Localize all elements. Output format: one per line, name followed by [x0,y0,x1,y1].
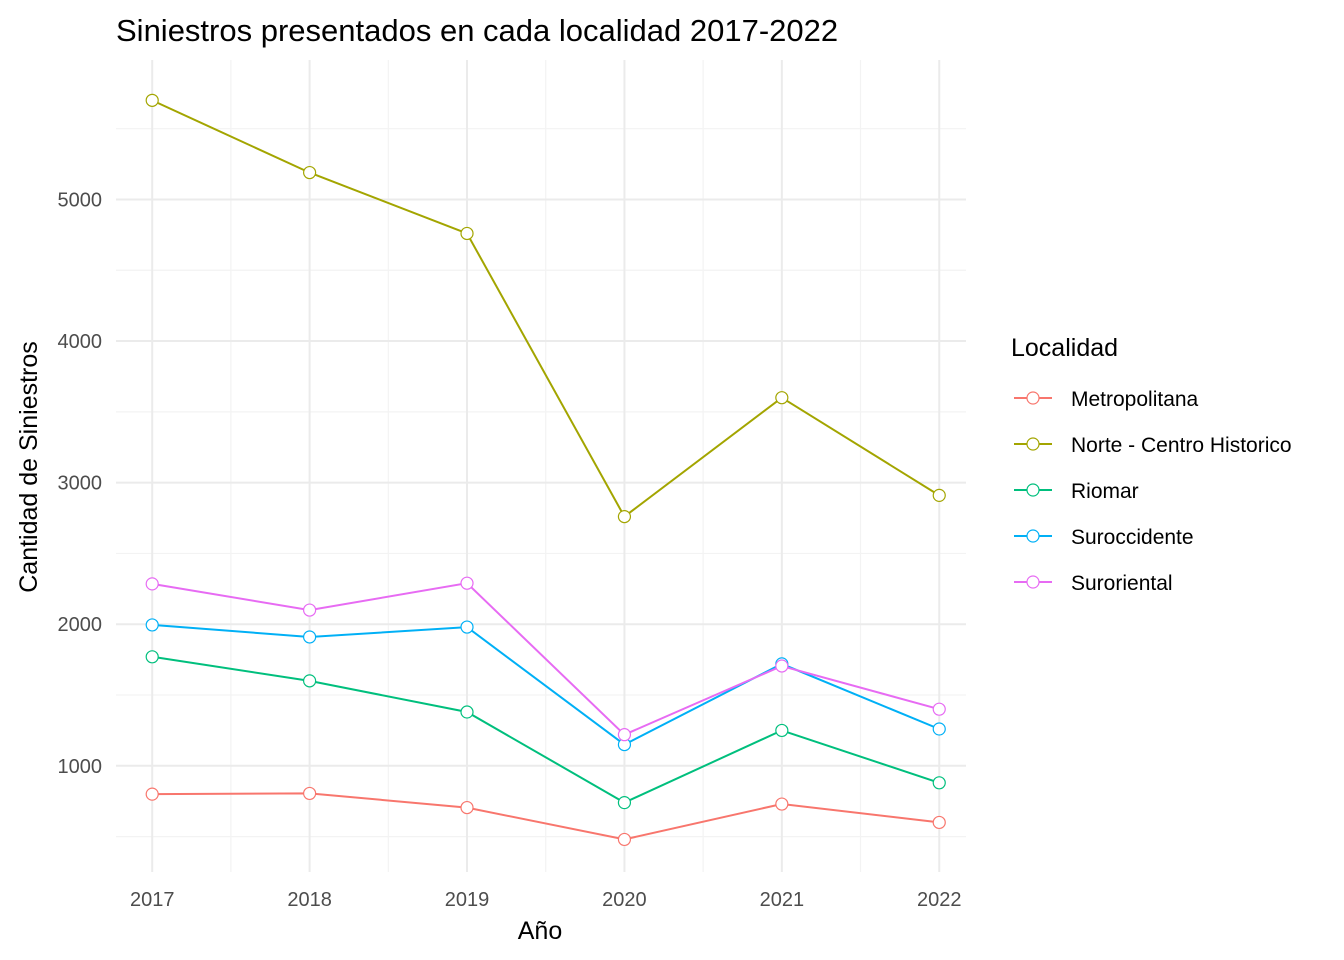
legend-key-point [1026,575,1040,589]
data-point [932,722,946,736]
data-point [460,226,474,241]
series-line [152,792,940,841]
data-point [145,93,159,107]
legend-key-point [1026,437,1040,451]
series-line [152,655,940,804]
data-point [460,576,474,590]
data-point [932,815,946,830]
data-point [303,165,317,180]
legend-items: Metropolitana Norte - Centro Historico Rio… [1014,388,1292,595]
legend-item: Riomar [1014,480,1139,503]
x-tick-label: 2019 [445,889,490,911]
series-line [151,99,940,519]
legend-label: Suroriental [1071,572,1173,595]
data-point [775,659,789,673]
legend-label: Metropolitana [1071,388,1199,411]
data-point [145,787,159,801]
legend-label: Riomar [1071,480,1139,503]
y-axis-ticks: 1000 2000 3000 4000 5000 [58,189,103,777]
legend-label: Suroccidente [1071,526,1194,549]
legend-item: Metropolitana [1014,388,1199,411]
y-tick-label: 4000 [58,331,103,353]
y-tick-label: 5000 [58,189,103,211]
x-axis-title: Año [518,917,562,945]
y-tick-label: 3000 [58,473,103,495]
y-tick-label: 2000 [58,614,103,636]
data-point [617,510,632,524]
legend-key-point [1026,391,1040,405]
series-riomar [145,650,946,810]
series-line [152,623,940,746]
legend-item: Suroriental [1014,572,1173,595]
series-line [152,582,940,736]
data-point [617,796,632,810]
data-point [145,650,159,664]
data-point [303,786,317,801]
legend-label: Norte - Centro Historico [1071,434,1292,457]
series-norte-centro-historico [145,93,946,524]
data-point [460,620,474,634]
x-axis-ticks: 2017 2018 2019 2020 2021 2022 [130,889,962,911]
data-point [145,577,159,591]
series-metropolitana [145,786,946,847]
legend-key-point [1026,483,1040,497]
legend-item: Suroccidente [1014,526,1194,549]
grid [116,60,966,872]
x-tick-label: 2017 [130,889,175,911]
x-tick-label: 2022 [917,889,962,911]
data-point [617,832,632,847]
data-point [303,674,317,688]
data-point [303,630,317,644]
data-point [617,728,632,742]
legend-title: Localidad [1011,334,1118,362]
x-tick-label: 2018 [287,889,332,911]
data-point [932,488,946,502]
data-point [460,705,474,719]
legend-item: Norte - Centro Historico [1014,434,1292,457]
series-layer [145,93,946,847]
x-tick-label: 2021 [760,889,805,911]
y-axis-title: Cantidad de Siniestros [15,341,43,593]
y-tick-label: 1000 [58,756,103,778]
data-point [775,723,789,738]
data-point [145,618,159,632]
data-point [932,702,946,716]
legend-key-point [1026,529,1040,543]
data-point [303,603,317,617]
legend: Localidad Metropolitana Norte - Centro Hi… [1011,334,1292,595]
x-tick-label: 2020 [602,889,647,911]
data-point [932,776,946,790]
series-suroriental [145,576,946,742]
chart-title: Siniestros presentados en cada localidad… [116,13,838,48]
data-point [775,797,789,811]
data-point [460,800,474,815]
data-point [775,391,789,405]
